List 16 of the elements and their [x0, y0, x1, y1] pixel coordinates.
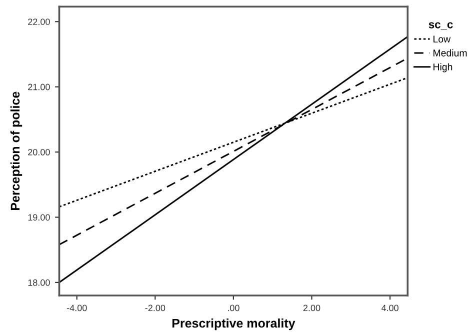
x-tick-label: -4.00	[66, 304, 87, 312]
y-tick-label: 21.00	[28, 84, 50, 90]
y-tick-label: 19.00	[28, 214, 50, 221]
x-tick-label: 4.00	[381, 304, 398, 312]
x-axis-title: Prescriptive morality	[172, 318, 296, 330]
y-tick-label: 20.00	[28, 149, 50, 156]
legend-title: sc_c	[428, 22, 453, 30]
y-tick-label: 18.00	[28, 279, 50, 286]
y-tick-label: 22.00	[28, 18, 50, 25]
y-axis-title: Perception of police	[10, 92, 22, 210]
legend-label: High	[434, 63, 452, 72]
x-tick-label: .00	[228, 304, 240, 312]
x-tick-label: -2.00	[145, 304, 166, 312]
legend-label: Medium	[434, 49, 467, 56]
legend-label: Low	[434, 36, 451, 43]
x-tick-label: 2.00	[303, 304, 320, 312]
